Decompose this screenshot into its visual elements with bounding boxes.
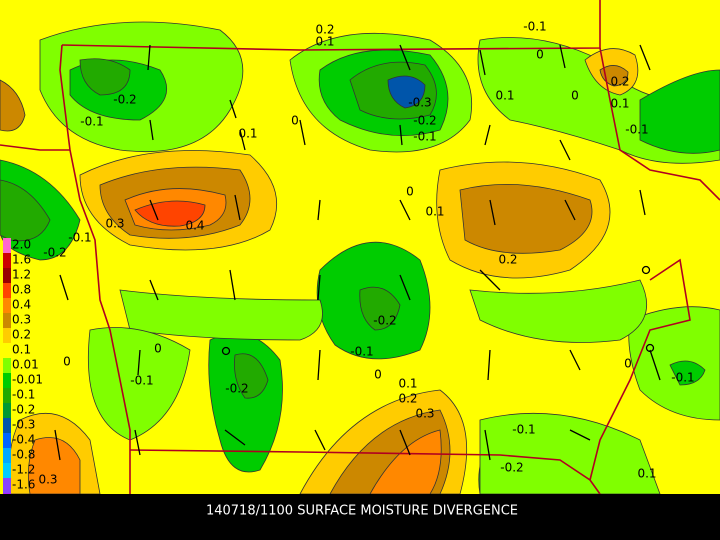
legend-swatch: [3, 388, 11, 403]
legend-swatch: [3, 328, 11, 343]
legend-label: 0.1: [12, 343, 31, 357]
contour-label: 0.2: [398, 392, 417, 406]
legend-label: 2.0: [12, 238, 31, 252]
contour-label: -0.1: [68, 231, 91, 245]
contour-label: -0.1: [512, 423, 535, 437]
legend-swatch: [3, 403, 11, 418]
contour-label: -0.1: [350, 345, 373, 359]
legend-label: 0.8: [12, 283, 31, 297]
contour-label: 0.1: [637, 467, 656, 481]
legend-swatch: [3, 238, 11, 253]
legend-label: -1.6: [12, 478, 35, 492]
legend-swatch: [3, 448, 11, 463]
legend-swatch: [3, 358, 11, 373]
legend-swatch: [3, 283, 11, 298]
legend-swatch: [3, 418, 11, 433]
contour-label: 0.3: [415, 407, 434, 421]
contour-label: 0.1: [398, 377, 417, 391]
legend-label: 0.3: [12, 313, 31, 327]
contour-label: 0.1: [610, 97, 629, 111]
contour-label: 0.2: [498, 253, 517, 267]
contour-label: -0.1: [130, 374, 153, 388]
legend-label: -1.2: [12, 463, 35, 477]
legend-label: -0.1: [12, 388, 35, 402]
legend-label: 1.6: [12, 253, 31, 267]
legend-label: -0.8: [12, 448, 35, 462]
contour-labels: 0.20.1-0.100.20.1-0.2-0.1-0.3-0.2-0.10.1…: [38, 20, 694, 487]
contour-label: 0: [624, 357, 632, 371]
wind-barbs: [54, 44, 661, 461]
contour-label: 0: [291, 114, 299, 128]
legend-swatch: [3, 478, 11, 493]
caption-bar: [0, 494, 720, 540]
contour-label: 0: [374, 368, 382, 382]
state-borders: [0, 0, 720, 495]
legend-swatch: [3, 463, 11, 478]
contour-label: 0.2: [610, 75, 629, 89]
contour-label: 0.1: [425, 205, 444, 219]
contour-label: 0.4: [185, 219, 204, 233]
contour-label: -0.1: [671, 371, 694, 385]
contour-label: 0.1: [495, 89, 514, 103]
legend-label: -0.4: [12, 433, 35, 447]
legend-label: 0.4: [12, 298, 31, 312]
contour-label: -0.1: [625, 123, 648, 137]
legend-label: 1.2: [12, 268, 31, 282]
contour-label: 0: [571, 89, 579, 103]
contour-label: 0.2: [315, 23, 334, 37]
contour-label: -0.2: [43, 246, 66, 260]
legend-label: 0.2: [12, 328, 31, 342]
contour-label: 0: [406, 185, 414, 199]
legend-swatch: [3, 313, 11, 328]
legend-swatch: [3, 373, 11, 388]
legend-swatch: [3, 433, 11, 448]
contour-label: -0.1: [80, 115, 103, 129]
contour-label: 0.3: [38, 473, 57, 487]
legend-swatch: [3, 343, 11, 358]
legend-label: -0.01: [12, 373, 43, 387]
legend-swatch: [3, 253, 11, 268]
contour-label: 0.1: [238, 127, 257, 141]
contour-label: -0.2: [500, 461, 523, 475]
contour-label: 0: [536, 48, 544, 62]
contour-label: 0: [63, 355, 71, 369]
contour-label: -0.3: [408, 96, 431, 110]
legend-label: -0.2: [12, 403, 35, 417]
contour-label: 0: [154, 342, 162, 356]
legend-label: 0.01: [12, 358, 39, 372]
contour-label: -0.2: [225, 382, 248, 396]
contour-label: -0.2: [413, 114, 436, 128]
contour-label: -0.1: [413, 130, 436, 144]
legend-label: -0.3: [12, 418, 35, 432]
contour-label: -0.2: [373, 314, 396, 328]
contour-label: -0.1: [523, 20, 546, 34]
contour-fills: [0, 21, 720, 495]
legend-swatch: [3, 268, 11, 283]
contour-label: 0.3: [105, 217, 124, 231]
legend: 2.01.61.20.80.40.30.20.10.01-0.01-0.1-0.…: [3, 238, 43, 508]
contour-label: -0.2: [113, 93, 136, 107]
caption: 140718/1100 SURFACE MOISTURE DIVERGENCE: [206, 504, 518, 519]
legend-swatch: [3, 298, 11, 313]
contour-label: 0.1: [315, 35, 334, 49]
